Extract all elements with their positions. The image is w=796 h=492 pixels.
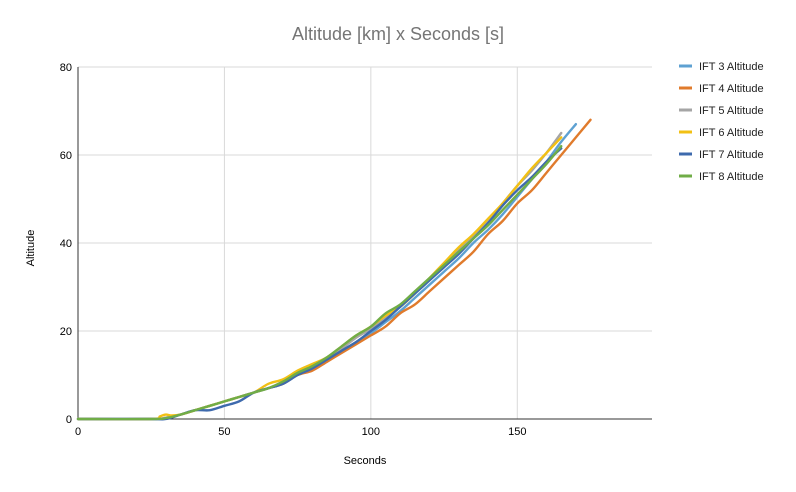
x-tick-label: 0 [75,426,81,438]
axes [77,67,652,420]
legend: IFT 3 Altitude IFT 4 Altitude IFT 5 Altitu… [679,61,764,183]
y-axis-label: Altitude [25,230,37,267]
y-tick-label: 60 [60,150,72,162]
series-line-ift-7-altitude [76,147,563,421]
x-tick-label: 100 [362,426,380,438]
y-tick-label: 20 [60,326,72,338]
x-tick-label: 150 [508,426,526,438]
gridlines [78,66,652,419]
legend-label-ift-5-altitude: IFT 5 Altitude [699,105,764,117]
series-lines [76,118,592,421]
tick-labels: 0 20 40 60 80 0 50 100 150 [60,62,527,438]
y-tick-label: 80 [60,62,72,74]
y-tick-label: 40 [60,238,72,250]
legend-label-ift-7-altitude: IFT 7 Altitude [699,149,764,161]
y-tick-label: 0 [66,414,72,426]
legend-label-ift-3-altitude: IFT 3 Altitude [699,61,764,73]
series-line-ift-3-altitude [76,123,578,421]
series-line-ift-4-altitude [76,118,592,421]
x-tick-label: 50 [218,426,230,438]
chart-title: Altitude [km] x Seconds [s] [292,24,504,44]
series-line-ift-6-altitude [76,136,563,421]
series-line-ift-5-altitude [76,131,563,421]
legend-label-ift-8-altitude: IFT 8 Altitude [699,171,764,183]
x-axis-label: Seconds [344,455,387,467]
series-line-ift-8-altitude [76,145,563,421]
legend-label-ift-4-altitude: IFT 4 Altitude [699,83,764,95]
legend-label-ift-6-altitude: IFT 6 Altitude [699,127,764,139]
